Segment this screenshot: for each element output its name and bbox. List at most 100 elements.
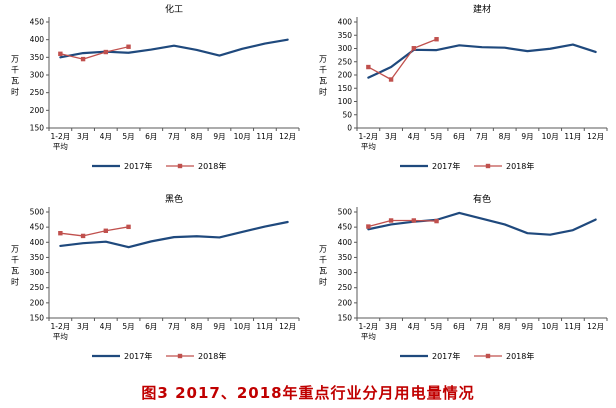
y-axis-title-char: 时 (319, 87, 327, 97)
x-tick-label: 1-2月 (50, 322, 70, 331)
series-line-2018年 (59, 226, 130, 237)
x-tick-label: 6月 (453, 322, 465, 331)
y-axis-title-char: 万 (11, 245, 19, 254)
x-tick-label: 3月 (77, 132, 89, 141)
x-tick-label: 9月 (213, 322, 225, 331)
x-tick-label: 8月 (499, 132, 511, 141)
x-tick-label: 9月 (521, 322, 533, 331)
x-tick-label: 8月 (191, 322, 203, 331)
x-tick-label: 4月 (408, 132, 420, 141)
x-tick-label: 7月 (168, 322, 180, 331)
x-tick-label: 4月 (100, 322, 112, 331)
x-tick-label: 11月 (564, 132, 581, 141)
legend-marker-2018 (177, 163, 183, 169)
y-tick-label: 400 (338, 18, 353, 27)
x-tick-label: 11月 (564, 322, 581, 331)
series-line-2017年 (367, 211, 597, 236)
y-axis-title-char: 万 (319, 245, 327, 254)
y-tick-label: 100 (338, 97, 353, 106)
y-tick-label: 400 (30, 238, 45, 247)
series-line-2017年 (59, 220, 289, 249)
chart-building-materials: 建材 0 50 100 150 200 250 300 350 400 1-2月 平均 3月 4月 5月 6月… (308, 0, 616, 190)
y-tick-label: 250 (30, 283, 45, 292)
legend-marker-2018 (177, 353, 183, 359)
legend-label-2018: 2018年 (506, 351, 534, 361)
y-axis-title-char: 瓦 (319, 267, 327, 276)
series-marker (388, 77, 394, 82)
x-tick-label: 4月 (408, 322, 420, 331)
y-tick-label: 150 (338, 84, 353, 93)
x-tick-label: 3月 (385, 322, 397, 331)
series-line-2018年 (59, 46, 130, 60)
series-marker (58, 51, 63, 56)
y-axis-title-char: 时 (11, 87, 19, 97)
y-tick-label: 200 (30, 106, 45, 115)
legend-label-2017: 2017年 (432, 351, 460, 361)
x-tick-label: 1-2月 (358, 132, 378, 141)
y-axis-title-char: 时 (319, 277, 327, 287)
x-tick-label: 5月 (430, 132, 442, 141)
x-tick-label: 平均 (361, 141, 376, 151)
series-marker (80, 56, 86, 62)
y-tick-label: 450 (338, 223, 353, 232)
y-tick-label: 400 (30, 35, 45, 44)
y-tick-label: 300 (338, 44, 353, 53)
y-tick-label: 350 (30, 53, 45, 62)
y-tick-label: 200 (338, 71, 353, 80)
x-tick-label: 5月 (122, 132, 134, 141)
y-tick-label: 0 (347, 124, 352, 133)
x-tick-label: 6月 (453, 132, 465, 141)
legend-label-2018: 2018年 (506, 161, 534, 171)
series-marker (366, 224, 371, 229)
y-tick-label: 450 (30, 18, 45, 27)
x-tick-label: 7月 (168, 132, 180, 141)
x-tick-label: 10月 (542, 132, 559, 141)
chart-nonferrous-metals: 有色 150 200 250 300 350 400 450 500 1-2月 平均 3月 4月 5月 6月… (308, 190, 616, 380)
legend-marker-2018 (485, 353, 491, 359)
x-tick-label: 7月 (476, 322, 488, 331)
y-tick-label: 150 (30, 124, 45, 133)
x-tick-label: 1-2月 (358, 322, 378, 331)
legend-label-2017: 2017年 (124, 161, 152, 171)
series-marker (126, 224, 131, 230)
x-tick-label: 9月 (521, 132, 533, 141)
chart-chemical: 化工 150 200 250 300 350 400 450 1-2月 平均 3月 4月 5月 6月 7月 8… (0, 0, 308, 190)
x-tick-label: 8月 (499, 322, 511, 331)
x-tick-label: 12月 (587, 322, 604, 331)
x-tick-label: 6月 (145, 132, 157, 141)
y-tick-label: 150 (30, 314, 45, 323)
chart-title: 有色 (473, 193, 491, 205)
x-tick-label: 7月 (476, 132, 488, 141)
y-axis-title-char: 千 (11, 65, 19, 75)
y-axis-title-char: 千 (319, 255, 327, 265)
series-line-2017年 (367, 43, 597, 79)
series-marker (411, 218, 417, 223)
x-tick-label: 5月 (430, 322, 442, 331)
x-tick-label: 9月 (213, 132, 225, 141)
series-marker (366, 64, 371, 70)
x-tick-label: 8月 (191, 132, 203, 141)
series-line-2017年 (59, 38, 289, 59)
x-tick-label: 11月 (256, 322, 273, 331)
chart-title: 黑色 (165, 193, 183, 205)
figure-caption: 图3 2017、2018年重点行业分月用电量情况 (141, 384, 475, 402)
y-tick-label: 300 (30, 268, 45, 277)
series-marker (103, 49, 109, 55)
series-marker (411, 46, 417, 51)
y-tick-label: 450 (30, 223, 45, 232)
legend-label-2018: 2018年 (198, 161, 226, 171)
y-tick-label: 300 (338, 268, 353, 277)
x-tick-label: 4月 (100, 132, 112, 141)
chart-title: 化工 (165, 3, 183, 15)
y-tick-label: 200 (30, 298, 45, 307)
chart-title: 建材 (473, 3, 491, 15)
y-axis-title-char: 万 (11, 55, 19, 64)
legend-label-2017: 2017年 (432, 161, 460, 171)
chart-ferrous-metals: 黑色 150 200 250 300 350 400 450 500 1-2月 平均 3月 4月 5月 6月… (0, 190, 308, 380)
y-axis-title-char: 瓦 (11, 267, 19, 276)
